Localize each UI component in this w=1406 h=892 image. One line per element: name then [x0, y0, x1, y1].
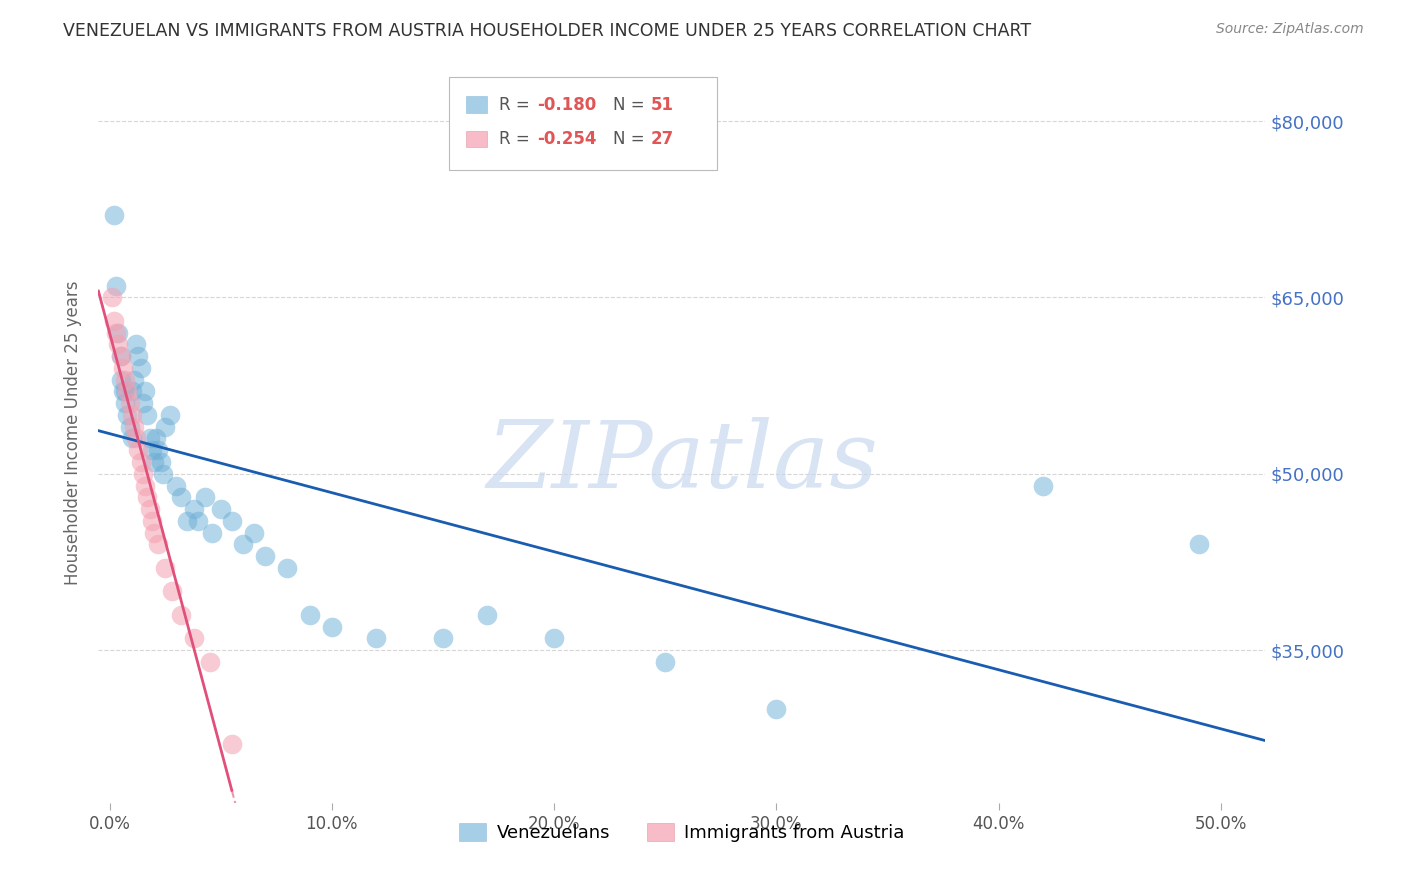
Point	[765, 702, 787, 716]
Point	[187, 514, 209, 528]
Point	[103, 208, 125, 222]
Text: -0.254: -0.254	[537, 129, 596, 148]
Point	[221, 737, 243, 751]
Point	[183, 502, 205, 516]
Point	[105, 278, 128, 293]
Point	[114, 396, 136, 410]
Point	[122, 373, 145, 387]
Point	[107, 337, 129, 351]
Bar	[465, 130, 486, 147]
Point	[221, 514, 243, 528]
Point	[121, 408, 143, 422]
Point	[153, 561, 176, 575]
Point	[114, 384, 136, 399]
Point	[136, 490, 159, 504]
Point	[141, 514, 163, 528]
Text: ZIPatlas: ZIPatlas	[486, 417, 877, 508]
Point	[125, 337, 148, 351]
Point	[254, 549, 277, 563]
Text: Source: ZipAtlas.com: Source: ZipAtlas.com	[1216, 22, 1364, 37]
Point	[321, 619, 343, 633]
Point	[125, 432, 148, 446]
Point	[117, 384, 139, 399]
Text: -0.180: -0.180	[537, 95, 596, 113]
FancyBboxPatch shape	[449, 78, 717, 169]
Point	[654, 655, 676, 669]
Text: R =: R =	[499, 95, 534, 113]
Point	[298, 607, 321, 622]
Point	[122, 419, 145, 434]
Point	[114, 373, 136, 387]
Point	[1188, 537, 1211, 551]
Point	[118, 419, 141, 434]
Point	[105, 326, 128, 340]
Point	[118, 396, 141, 410]
Legend: Venezuelans, Immigrants from Austria: Venezuelans, Immigrants from Austria	[451, 815, 912, 849]
Point	[111, 361, 134, 376]
Point	[134, 478, 156, 492]
Point	[201, 525, 224, 540]
Point	[145, 432, 167, 446]
Point	[138, 432, 160, 446]
Point	[432, 632, 454, 646]
Point	[209, 502, 232, 516]
Point	[117, 408, 139, 422]
Point	[165, 478, 187, 492]
Point	[159, 408, 181, 422]
Bar	[465, 96, 486, 112]
Point	[543, 632, 565, 646]
Text: VENEZUELAN VS IMMIGRANTS FROM AUSTRIA HOUSEHOLDER INCOME UNDER 25 YEARS CORRELAT: VENEZUELAN VS IMMIGRANTS FROM AUSTRIA HO…	[63, 22, 1032, 40]
Text: N =: N =	[613, 95, 650, 113]
Point	[132, 396, 155, 410]
Point	[103, 314, 125, 328]
Point	[148, 443, 170, 458]
Point	[121, 384, 143, 399]
Point	[129, 455, 152, 469]
Point	[198, 655, 221, 669]
Point	[143, 525, 166, 540]
Point	[132, 467, 155, 481]
Text: N =: N =	[613, 129, 650, 148]
Point	[111, 384, 134, 399]
Point	[141, 443, 163, 458]
Y-axis label: Householder Income Under 25 years: Householder Income Under 25 years	[65, 280, 83, 585]
Point	[176, 514, 198, 528]
Point	[136, 408, 159, 422]
Point	[143, 455, 166, 469]
Point	[153, 419, 176, 434]
Point	[152, 467, 174, 481]
Point	[366, 632, 388, 646]
Point	[243, 525, 266, 540]
Point	[1032, 478, 1054, 492]
Point	[183, 632, 205, 646]
Point	[148, 537, 170, 551]
Point	[138, 502, 160, 516]
Point	[129, 361, 152, 376]
Point	[127, 349, 149, 363]
Text: R =: R =	[499, 129, 534, 148]
Point	[169, 607, 191, 622]
Text: 27: 27	[651, 129, 673, 148]
Point	[169, 490, 191, 504]
Point	[110, 373, 132, 387]
Point	[276, 561, 298, 575]
Point	[194, 490, 217, 504]
Point	[232, 537, 254, 551]
Point	[477, 607, 499, 622]
Point	[121, 432, 143, 446]
Point	[134, 384, 156, 399]
Point	[107, 326, 129, 340]
Text: 51: 51	[651, 95, 673, 113]
Point	[110, 349, 132, 363]
Point	[149, 455, 172, 469]
Point	[127, 443, 149, 458]
Point	[110, 349, 132, 363]
Point	[160, 584, 183, 599]
Point	[100, 290, 122, 304]
